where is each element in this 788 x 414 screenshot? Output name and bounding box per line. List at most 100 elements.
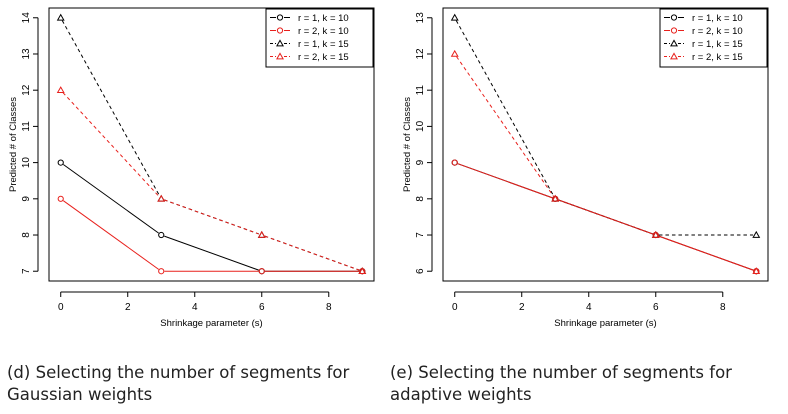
chart-e-legend: r = 1, k = 10 r = 2, k = 10 r = 1, k = 15 r…	[659, 8, 768, 68]
chart-e-point-triangle	[752, 230, 761, 238]
chart-e-legend-marker	[670, 52, 678, 60]
chart-d-point-circle	[57, 159, 64, 166]
chart-d-point-circle	[258, 268, 265, 275]
caption-e: (e) Selecting the number of segments for…	[390, 363, 732, 404]
chart-e-series-line-segment	[456, 56, 554, 197]
chart-d-legend-label: r = 1, k = 10	[298, 13, 349, 24]
chart-d-series-line-segment	[164, 199, 259, 235]
chart-d-y-tick-label: 7	[21, 268, 32, 274]
chart-e-svg: 0 2 4 6 8 Shrinkage parameter (s) 6 7 8 9 10 11 12 13…	[402, 7, 769, 329]
chart-e-x-tick-label: 0	[452, 302, 458, 313]
chart-e-y-tick-label: 10	[415, 120, 426, 132]
chart-d-series-line-segment	[61, 20, 161, 197]
chart-d-legend-box	[265, 8, 374, 68]
chart-e-legend-item: r = 1, k = 15	[664, 39, 743, 50]
chart-d-point-circle	[57, 195, 64, 202]
chart-d-point-triangle	[56, 13, 65, 21]
chart-d-legend-marker	[276, 52, 284, 60]
chart-d-legend: r = 1, k = 10 r = 2, k = 10 r = 1, k = 15 r…	[265, 8, 374, 68]
chart-d-point-triangle	[56, 86, 65, 94]
chart-d-y-axis-label: Predicted # of Classes	[8, 97, 19, 192]
chart-e-series-4	[450, 49, 761, 275]
chart-e-y-tick-label: 6	[415, 268, 426, 274]
chart-d-legend-item: r = 2, k = 10	[270, 26, 349, 37]
chart-d-x-tick-label: 4	[192, 302, 198, 313]
chart-e-point-triangle	[752, 267, 761, 275]
chart-d-legend-item: r = 2, k = 15	[270, 52, 349, 63]
chart-e-legend-label: r = 1, k = 15	[692, 39, 743, 50]
chart-e-point-circle	[451, 159, 458, 166]
chart-e-y-tick-label: 9	[415, 159, 426, 165]
chart-d-point-triangle	[257, 230, 266, 238]
chart-e-legend-marker	[670, 14, 678, 21]
chart-d-point-circle	[158, 231, 165, 239]
chart-d-y-tick-label: 10	[21, 157, 32, 169]
chart-e-legend-box	[659, 8, 768, 68]
chart-d-y-tick-label: 9	[21, 196, 32, 202]
chart-e-legend-label: r = 1, k = 10	[692, 13, 743, 24]
chart-d-plot-frame	[48, 7, 375, 282]
chart-e-series-line-segment	[658, 235, 754, 271]
caption-d: (d) Selecting the number of segments for…	[7, 363, 350, 404]
chart-e-x-tick-label: 8	[720, 302, 726, 313]
chart-e-x-axis-label: Shrinkage parameter (s)	[554, 318, 656, 329]
chart-d-point-triangle	[157, 194, 166, 202]
chart-e-x-tick-label: 6	[653, 302, 659, 313]
chart-d-legend-label: r = 2, k = 15	[298, 52, 349, 63]
chart-d-x-tick-label: 2	[125, 302, 131, 313]
chart-d-legend-marker	[276, 39, 284, 47]
chart-d-svg: 0 2 4 6 8 Shrinkage parameter (s) 7 8 9 10 11 12 13 1…	[8, 7, 375, 329]
chart-d-point-circle	[158, 268, 165, 275]
chart-e-legend-item: r = 2, k = 15	[664, 52, 743, 63]
chart-e-series-line-segment	[558, 199, 653, 235]
chart-e-y-tick-label: 7	[415, 232, 426, 238]
chart-panel-d: 0 2 4 6 8 Shrinkage parameter (s) 7 8 9 10 11 12 13 1…	[0, 0, 394, 340]
chart-e-y-tick-label: 8	[415, 196, 426, 202]
chart-d-x-tick-label: 8	[326, 302, 332, 313]
chart-d-series-line-segment	[164, 235, 259, 271]
chart-e-point-triangle	[651, 230, 660, 238]
chart-e-point-triangle	[551, 194, 560, 202]
chart-e-plot-frame	[442, 7, 769, 282]
chart-e-y-axis-label: Predicted # of Classes	[402, 97, 413, 192]
chart-d-series-2	[57, 195, 366, 275]
chart-d-y-tick-label: 12	[21, 84, 32, 96]
chart-e-y-tick-label: 13	[415, 12, 426, 24]
chart-e-x-tick-label: 2	[519, 302, 525, 313]
chart-d-y-tick-label: 14	[21, 12, 32, 24]
chart-d-series-line-segment	[62, 92, 160, 197]
chart-d-legend-label: r = 1, k = 15	[298, 39, 349, 50]
chart-d-point-triangle	[358, 267, 367, 275]
chart-d-y-tick-label: 11	[21, 121, 32, 132]
chart-d-series-4	[56, 86, 367, 275]
chart-d-legend-item: r = 1, k = 10	[270, 13, 349, 24]
chart-e-legend-item: r = 2, k = 10	[664, 26, 743, 37]
chart-d-series-line-segment	[63, 200, 159, 270]
chart-e-legend-marker	[670, 27, 678, 34]
chart-e-y-tick-label: 11	[415, 85, 426, 96]
chart-panel-e: 0 2 4 6 8 Shrinkage parameter (s) 6 7 8 9 10 11 12 13…	[394, 0, 788, 340]
chart-e-legend-label: r = 2, k = 10	[692, 26, 743, 37]
chart-d-x-axis-label: Shrinkage parameter (s)	[160, 318, 262, 329]
chart-e-series-line-segment	[457, 163, 553, 199]
chart-d-y-tick-label: 8	[21, 232, 32, 238]
chart-e-legend-item: r = 1, k = 10	[664, 13, 743, 24]
chart-e-y-tick-label: 12	[415, 48, 426, 60]
chart-d-y-tick-label: 13	[21, 48, 32, 60]
chart-d-series-1	[57, 159, 366, 275]
chart-d-legend-marker	[276, 14, 284, 21]
chart-e-point-triangle	[450, 13, 459, 21]
chart-e-legend-label: r = 2, k = 15	[692, 52, 743, 63]
chart-d-x-tick-label: 6	[259, 302, 265, 313]
chart-e-legend-marker	[670, 39, 678, 47]
chart-e-series-2	[451, 159, 760, 275]
chart-d-x-tick-label: 0	[58, 302, 64, 313]
chart-d-series-line-segment	[63, 164, 159, 234]
chart-d-legend-label: r = 2, k = 10	[298, 26, 349, 37]
chart-e-series-line-segment	[455, 20, 555, 197]
chart-e-x-tick-label: 4	[586, 302, 592, 313]
chart-e-point-triangle	[450, 49, 459, 57]
chart-d-series-line-segment	[264, 235, 360, 271]
chart-d-legend-marker	[276, 27, 284, 34]
chart-d-legend-item: r = 1, k = 15	[270, 39, 349, 50]
